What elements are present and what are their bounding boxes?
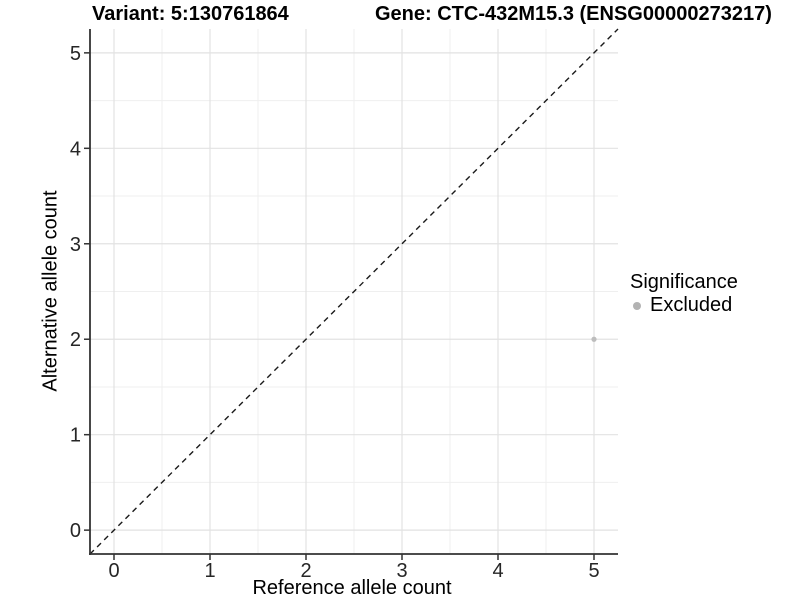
data-point — [591, 336, 597, 342]
y-tick-label: 0 — [70, 520, 81, 542]
plot-title-variant: Variant: 5:130761864 — [92, 3, 289, 25]
legend-title: Significance — [630, 271, 738, 293]
x-axis-title: Reference allele count — [252, 577, 452, 599]
y-tick-label: 4 — [70, 138, 81, 160]
y-tick-label: 3 — [70, 234, 81, 256]
legend-item-excluded: Excluded — [630, 294, 738, 317]
x-tick-label: 4 — [492, 560, 503, 582]
legend: Significance Excluded — [630, 270, 738, 317]
y-tick-label: 5 — [70, 43, 81, 65]
legend-point-icon — [633, 301, 641, 310]
y-axis-title: Alternative allele count — [39, 190, 62, 392]
x-tick-label: 1 — [204, 560, 215, 582]
y-tick-label: 1 — [70, 425, 81, 447]
legend-item-label: Excluded — [650, 294, 733, 316]
x-tick-label: 5 — [588, 560, 599, 582]
x-tick-label: 3 — [396, 560, 407, 582]
x-tick-label: 2 — [300, 560, 311, 582]
x-tick-label: 0 — [108, 560, 119, 582]
plot-title-gene: Gene: CTC-432M15.3 (ENSG00000273217) — [375, 3, 772, 25]
identity-dashed-line — [89, 28, 619, 555]
y-tick-label: 2 — [70, 329, 81, 351]
